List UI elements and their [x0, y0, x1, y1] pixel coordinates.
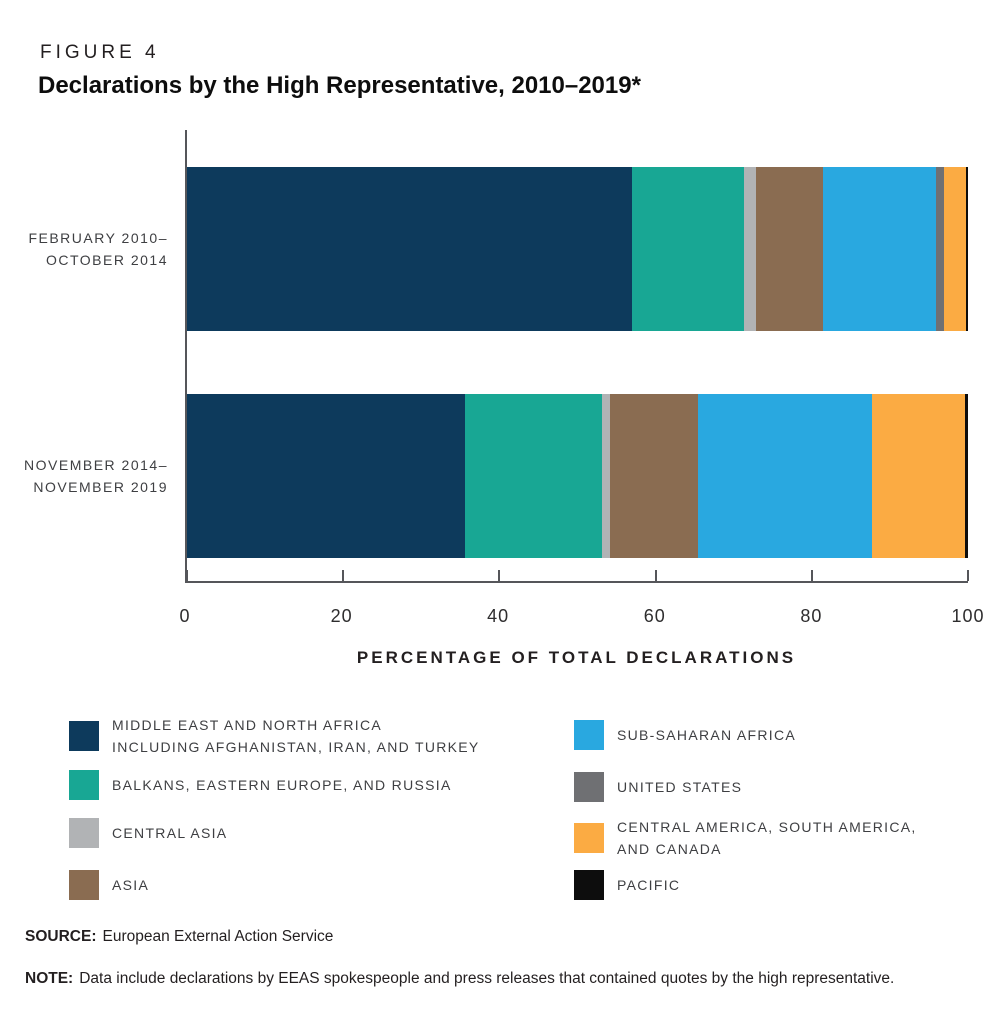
legend-label-line: MIDDLE EAST AND NORTH AFRICA	[112, 717, 383, 733]
segment-central-america-south-america-and-canada	[943, 167, 967, 331]
segment-asia	[609, 394, 698, 558]
source-label: SOURCE:	[25, 928, 97, 945]
category-label-line: OCTOBER 2014	[45, 252, 168, 268]
category-label-line: FEBRUARY 2010–	[28, 230, 168, 246]
x-axis-title: PERCENTAGE OF TOTAL DECLARATIONS	[356, 648, 797, 667]
legend-swatch-asia	[69, 870, 99, 900]
x-axis-tick-100	[967, 570, 969, 581]
bar-february-2010-october-2014	[187, 167, 968, 331]
legend-label: BALKANS, EASTERN EUROPE, AND RUSSIA	[112, 774, 452, 796]
bar-november-2014-november-2019	[187, 394, 968, 558]
chart-plot-area	[185, 130, 969, 583]
legend-label: UNITED STATES	[617, 776, 742, 798]
legend-swatch-central-america-south-america-and-canada	[574, 823, 604, 853]
segment-balkans-eastern-europe-and-russia	[465, 394, 602, 558]
legend-item-sub-saharan-africa: SUB-SAHARAN AFRICA	[574, 720, 796, 750]
x-axis-tick-label-40: 40	[487, 606, 510, 626]
legend-swatch-balkans-eastern-europe-and-russia	[69, 770, 99, 800]
x-axis-tick-20	[342, 570, 345, 581]
legend-swatch-central-asia	[69, 818, 99, 848]
x-axis-tick-label-80: 80	[800, 606, 823, 626]
legend-label-line: ASIA	[112, 877, 150, 893]
legend-item-asia: ASIA	[69, 870, 149, 900]
legend-label-line: SUB-SAHARAN AFRICA	[617, 727, 796, 743]
legend-label-line: UNITED STATES	[617, 779, 743, 795]
legend-label-line: CENTRAL AMERICA, SOUTH AMERICA,	[617, 819, 917, 835]
x-axis-tick-label-60: 60	[643, 606, 666, 626]
legend-label: PACIFIC	[617, 874, 680, 896]
x-axis-tick-60	[654, 570, 657, 581]
segment-balkans-eastern-europe-and-russia	[632, 167, 744, 331]
note-label: NOTE:	[25, 970, 74, 987]
segment-central-asia	[743, 167, 757, 331]
figure-number: FIGURE 4	[40, 42, 160, 63]
x-axis-tick-label-0: 0	[179, 606, 191, 626]
category-label-line: NOVEMBER 2019	[33, 479, 168, 495]
category-label-line: NOVEMBER 2014–	[24, 457, 168, 473]
legend-label-line: AND CANADA	[617, 841, 722, 857]
x-axis-tick-80	[810, 570, 813, 581]
source-text: European External Action Service	[102, 928, 334, 945]
segment-middle-east-and-north-africa-including-afghanistan-iran-and-turkey	[187, 167, 633, 331]
legend-item-central-america-south-america-and-canada: CENTRAL AMERICA, SOUTH AMERICA, AND CANAD…	[574, 816, 917, 860]
legend-label: MIDDLE EAST AND NORTH AFRICA INCLUDING AF…	[112, 714, 480, 758]
legend-swatch-united-states	[574, 772, 604, 802]
x-axis-tick-40	[498, 570, 501, 581]
legend-label: CENTRAL ASIA	[112, 822, 227, 844]
legend-swatch-sub-saharan-africa	[574, 720, 604, 750]
category-label-november-2014-november-2019: NOVEMBER 2014– NOVEMBER 2019	[0, 454, 168, 498]
legend-item-pacific: PACIFIC	[574, 870, 680, 900]
legend-label: CENTRAL AMERICA, SOUTH AMERICA, AND CANAD…	[617, 816, 917, 860]
x-axis-tick-0	[186, 570, 188, 581]
note-text: Data include declarations by EEAS spokes…	[79, 970, 895, 987]
segment-asia	[756, 167, 824, 331]
legend-swatch-pacific	[574, 870, 604, 900]
segment-united-states	[935, 167, 944, 331]
legend-item-central-asia: CENTRAL ASIA	[69, 818, 227, 848]
figure-title: Declarations by the High Representative,…	[38, 72, 641, 99]
note-line: NOTE: Data include declarations by EEAS s…	[25, 970, 894, 988]
x-axis-tick-label-100: 100	[951, 606, 985, 626]
segment-pacific	[966, 167, 968, 331]
legend-label-line: INCLUDING AFGHANISTAN, IRAN, AND TURKEY	[112, 739, 480, 755]
legend-item-balkans-eastern-europe-and-russia: BALKANS, EASTERN EUROPE, AND RUSSIA	[69, 770, 452, 800]
legend-label: SUB-SAHARAN AFRICA	[617, 724, 796, 746]
legend-label-line: BALKANS, EASTERN EUROPE, AND RUSSIA	[112, 777, 452, 793]
source-line: SOURCE: European External Action Service	[25, 928, 333, 946]
legend-label-line: PACIFIC	[617, 877, 681, 893]
x-axis-tick-label-20: 20	[330, 606, 353, 626]
legend-item-united-states: UNITED STATES	[574, 772, 742, 802]
segment-central-america-south-america-and-canada	[871, 394, 965, 558]
legend-label: ASIA	[112, 874, 149, 896]
segment-pacific	[964, 394, 968, 558]
segment-middle-east-and-north-africa-including-afghanistan-iran-and-turkey	[187, 394, 466, 558]
segment-sub-saharan-africa	[823, 167, 936, 331]
segment-sub-saharan-africa	[697, 394, 872, 558]
legend-label-line: CENTRAL ASIA	[112, 825, 228, 841]
segment-central-asia	[601, 394, 610, 558]
legend-item-middle-east-and-north-africa-including-afghanistan-iran-and-turkey: MIDDLE EAST AND NORTH AFRICA INCLUDING AF…	[69, 714, 480, 758]
legend-swatch-middle-east-and-north-africa-including-afghanistan-iran-and-turkey	[69, 721, 99, 751]
category-label-february-2010-october-2014: FEBRUARY 2010– OCTOBER 2014	[0, 227, 168, 271]
